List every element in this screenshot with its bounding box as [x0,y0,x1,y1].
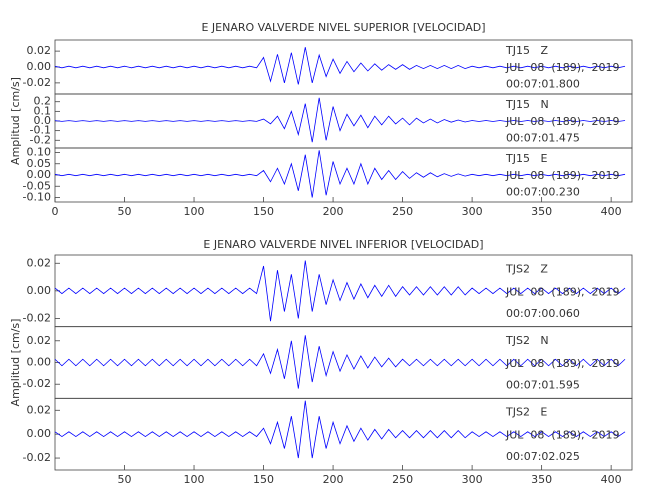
station-label: TJS2 E [505,406,547,419]
y-tick-label: -0.2 [30,133,51,146]
y-tick-label: 0.0 [34,114,52,127]
y-tick-label: -0.02 [23,377,51,390]
x-tick-label: 100 [184,205,205,218]
y-tick-label: 0.10 [27,146,52,159]
y-tick-label: 0.00 [27,427,52,440]
time-label: 00:07:00.230 [506,185,580,198]
x-tick-label: 350 [531,473,552,486]
y-tick-label: -0.10 [23,191,51,204]
chart-title: E JENARO VALVERDE NIVEL INFERIOR [VELOCI… [203,238,483,251]
time-label: 00:07:02.025 [506,450,580,463]
x-tick-label: 0 [52,205,59,218]
x-tick-label: 300 [462,205,483,218]
x-tick-label: 400 [601,205,622,218]
y-tick-label: -0.02 [23,76,51,89]
y-axis-label: Amplitud [cm/s] [9,77,22,165]
date-label: JUL 08 (189), 2019 [505,115,619,128]
y-tick-label: 0.02 [27,334,52,347]
x-tick-label: 400 [601,473,622,486]
time-label: 00:07:01.595 [506,378,580,391]
y-tick-label: 0.02 [27,256,52,269]
waveform [54,260,626,322]
waveform [54,400,626,459]
y-tick-label: -0.02 [23,451,51,464]
date-label: JUL 08 (189), 2019 [505,357,619,370]
waveform [54,335,626,389]
y-tick-label: 0.02 [27,44,52,57]
station-label: TJ15 Z [505,44,548,57]
y-tick-label: -0.02 [23,311,51,324]
y-tick-label: 0.00 [27,60,52,73]
station-label: TJ15 E [505,152,547,165]
x-tick-label: 150 [253,473,274,486]
time-label: 00:07:00.060 [506,307,580,320]
y-tick-label: 0.00 [27,356,52,369]
y-tick-label: -0.05 [23,179,51,192]
x-tick-label: 100 [184,473,205,486]
y-tick-label: 0.05 [27,157,52,170]
waveform [54,97,626,143]
y-tick-label: 0.02 [27,403,52,416]
x-tick-label: 50 [118,205,132,218]
x-tick-label: 350 [531,205,552,218]
waveform [54,47,626,85]
x-tick-label: 250 [392,205,413,218]
waveform [54,150,626,198]
y-tick-label: 0.00 [27,168,52,181]
time-label: 00:07:01.800 [506,77,580,90]
date-label: JUL 08 (189), 2019 [505,169,619,182]
date-label: JUL 08 (189), 2019 [505,429,619,442]
y-tick-label: 0.00 [27,284,52,297]
x-tick-label: 200 [323,473,344,486]
station-label: TJS2 N [505,334,549,347]
y-tick-label: 0.2 [34,95,52,108]
date-label: JUL 08 (189), 2019 [505,61,619,74]
date-label: JUL 08 (189), 2019 [505,285,619,298]
x-tick-label: 300 [462,473,483,486]
x-tick-label: 200 [323,205,344,218]
chart-title: E JENARO VALVERDE NIVEL SUPERIOR [VELOCI… [201,21,485,34]
y-axis-label: Amplitud [cm/s] [9,319,22,407]
station-label: TJS2 Z [505,262,548,275]
x-tick-label: 150 [253,205,274,218]
y-tick-label: -0.1 [30,124,51,137]
x-tick-label: 250 [392,473,413,486]
y-tick-label: 0.1 [34,104,52,117]
x-tick-label: 50 [118,473,132,486]
time-label: 00:07:01.475 [506,131,580,144]
station-label: TJ15 N [505,98,549,111]
